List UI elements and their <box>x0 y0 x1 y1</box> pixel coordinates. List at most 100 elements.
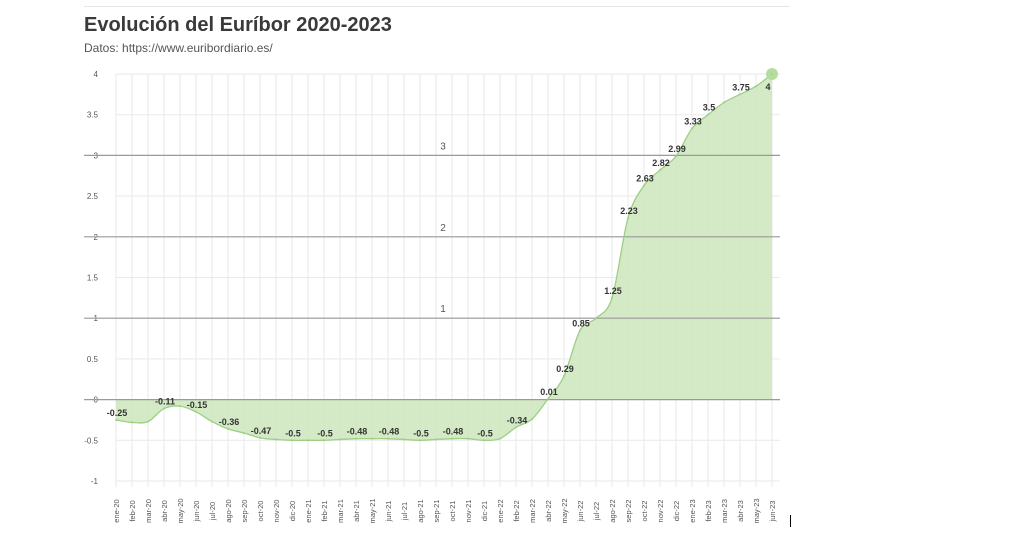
data-label: 1.25 <box>604 286 622 296</box>
x-tick-label: ene-23 <box>688 499 697 522</box>
data-point <box>226 427 230 431</box>
data-point <box>738 93 742 96</box>
data-point <box>162 407 166 410</box>
data-point <box>418 439 422 442</box>
data-point <box>370 437 374 440</box>
x-tick-label: abr-23 <box>736 500 745 522</box>
x-tick-label: mar-20 <box>144 499 153 523</box>
data-label: 2.63 <box>636 174 654 184</box>
data-point <box>530 417 534 421</box>
x-tick-label: ene-22 <box>496 499 505 522</box>
data-label: -0.5 <box>413 428 429 438</box>
y-tick-label: 3.5 <box>87 111 99 120</box>
data-point <box>130 421 134 424</box>
data-point <box>194 410 198 414</box>
area-fill <box>116 74 772 441</box>
data-label: 4 <box>765 82 770 92</box>
data-point <box>450 437 454 440</box>
x-tick-label: jun-20 <box>192 501 201 523</box>
data-point <box>258 436 262 440</box>
reference-line-label: 1 <box>440 304 446 315</box>
data-label: -0.48 <box>347 427 368 437</box>
data-label: -0.5 <box>285 428 301 438</box>
x-tick-label: ene-21 <box>304 499 313 522</box>
y-tick-label: 2.5 <box>87 192 99 201</box>
x-tick-label: may-23 <box>752 498 761 523</box>
x-tick-label: may-21 <box>368 498 377 523</box>
data-point <box>322 439 326 442</box>
data-label: -0.47 <box>251 426 272 436</box>
x-tick-label: jun-23 <box>768 501 777 523</box>
x-tick-label: ago-22 <box>608 499 617 522</box>
x-tick-label: jul-20 <box>208 502 217 521</box>
data-label: 0.01 <box>540 387 558 397</box>
chart-subtitle: Datos: https://www.euribordiario.es/ <box>84 41 273 55</box>
x-tick-label: oct-22 <box>640 501 649 522</box>
x-tick-label: ago-20 <box>224 499 233 522</box>
data-point <box>242 431 246 435</box>
y-tick-label: 0.5 <box>87 355 99 364</box>
data-point <box>706 113 710 116</box>
x-tick-label: nov-20 <box>272 500 281 523</box>
x-tick-label: dic-20 <box>288 501 297 521</box>
data-label: -0.5 <box>477 428 493 438</box>
data-point <box>690 127 694 130</box>
x-tick-label: abr-22 <box>544 500 553 522</box>
y-tick-label: 1.5 <box>87 274 99 283</box>
data-label: -0.36 <box>219 417 240 427</box>
y-tick-label: -0.5 <box>84 436 98 445</box>
data-point <box>642 184 646 187</box>
data-point <box>210 420 214 423</box>
data-label: -0.5 <box>317 428 333 438</box>
data-point <box>466 437 470 440</box>
x-tick-label: sep-21 <box>432 500 441 523</box>
x-tick-label: ago-21 <box>416 499 425 522</box>
data-label: 0.85 <box>572 318 590 328</box>
data-label: 3.33 <box>684 117 702 127</box>
data-label: 3.75 <box>732 82 750 92</box>
data-point <box>498 437 502 440</box>
data-point <box>178 404 182 408</box>
data-label: 3.5 <box>703 103 716 113</box>
x-tick-label: abr-21 <box>352 500 361 522</box>
x-tick-label: oct-20 <box>256 501 265 522</box>
x-tick-label: mar-21 <box>336 499 345 523</box>
data-point <box>754 85 758 88</box>
data-label: -0.48 <box>443 427 464 437</box>
data-point <box>114 418 118 422</box>
data-label: 0.29 <box>556 364 574 374</box>
x-tick-label: nov-21 <box>464 500 473 523</box>
data-point <box>354 437 358 440</box>
data-point <box>610 296 614 300</box>
x-tick-label: feb-20 <box>128 500 137 521</box>
data-point <box>594 317 598 320</box>
y-tick-label: 4 <box>94 70 99 79</box>
x-tick-label: may-20 <box>176 498 185 523</box>
data-label: -0.34 <box>507 415 528 425</box>
data-point <box>146 420 150 423</box>
data-label: -0.15 <box>187 400 208 410</box>
data-point <box>658 168 662 172</box>
data-point <box>562 374 566 378</box>
data-point <box>402 438 406 441</box>
data-label: -0.25 <box>107 408 128 418</box>
x-tick-label: dic-21 <box>480 501 489 521</box>
data-point <box>674 155 678 158</box>
x-tick-label: mar-22 <box>528 499 537 523</box>
data-point <box>722 101 726 104</box>
text-cursor <box>790 515 791 527</box>
x-tick-label: may-22 <box>560 498 569 523</box>
y-tick-label: -1 <box>91 477 99 486</box>
x-tick-label: jun-21 <box>384 501 393 523</box>
data-point <box>578 329 582 332</box>
x-tick-label: feb-21 <box>320 500 329 521</box>
data-label: 2.82 <box>652 158 670 168</box>
x-tick-label: abr-20 <box>160 500 169 522</box>
data-point <box>482 439 486 442</box>
x-tick-label: jul-21 <box>400 502 409 521</box>
reference-line-label: 2 <box>440 223 446 234</box>
x-tick-label: nov-22 <box>656 500 665 523</box>
x-tick-label: oct-21 <box>448 501 457 522</box>
x-tick-label: jul-22 <box>592 502 601 521</box>
